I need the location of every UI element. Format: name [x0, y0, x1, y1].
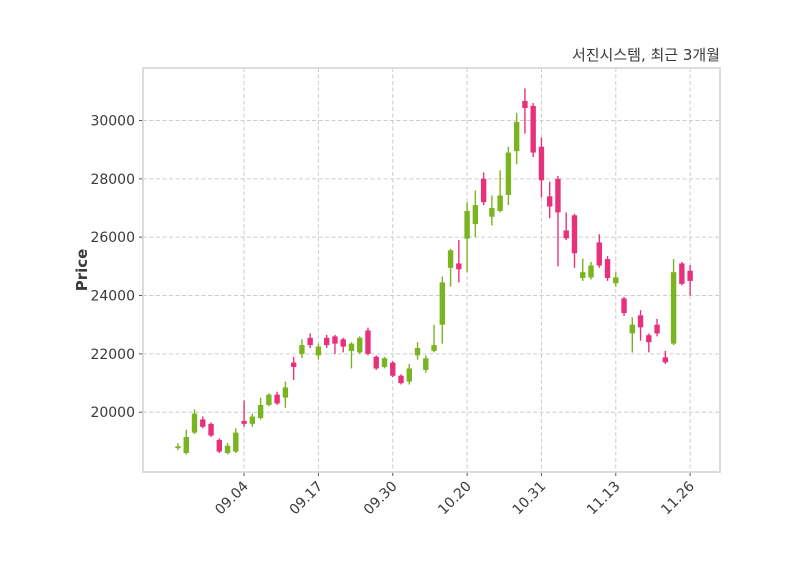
- candle-body: [464, 210, 470, 239]
- candle-body: [629, 324, 635, 334]
- candle-body: [687, 270, 693, 281]
- candle-body: [505, 152, 512, 195]
- candle-body: [323, 337, 330, 346]
- candle-body: [299, 345, 305, 354]
- candle-body: [290, 362, 297, 367]
- candle-body: [340, 339, 346, 347]
- x-tick-label: 10.20: [435, 479, 475, 519]
- candle-body: [282, 387, 289, 398]
- candle-body: [604, 259, 611, 279]
- candle-body: [431, 345, 437, 351]
- candle-body: [679, 263, 685, 284]
- x-tick-label: 11.13: [584, 479, 624, 519]
- candle-body: [555, 178, 561, 213]
- plot-border: [142, 67, 721, 473]
- candle-body: [439, 282, 446, 325]
- candle-body: [547, 196, 553, 207]
- candle-body: [175, 446, 181, 449]
- candle-body: [398, 375, 404, 384]
- candle-body: [241, 420, 247, 424]
- candle-body: [480, 178, 487, 203]
- candle-body: [191, 413, 198, 433]
- candle-body: [390, 362, 396, 376]
- y-tick-label: 30000: [90, 114, 135, 130]
- candle-body: [233, 432, 239, 452]
- candle-body: [489, 208, 495, 217]
- y-axis-label: Price: [73, 248, 91, 292]
- candle-body: [274, 394, 280, 404]
- candle-body: [266, 394, 272, 405]
- candle-body: [472, 205, 479, 225]
- y-tick-label: 24000: [90, 289, 135, 305]
- candle-body: [365, 330, 371, 354]
- candle-body: [456, 263, 462, 270]
- candle-body: [580, 272, 586, 279]
- candle-body: [373, 356, 379, 369]
- candle-body: [447, 250, 454, 268]
- candle-body: [315, 346, 322, 356]
- candle-body: [406, 368, 412, 382]
- candle-body: [563, 230, 569, 239]
- candle-body: [224, 445, 231, 454]
- candle-body: [200, 419, 206, 427]
- candle-body: [613, 277, 619, 284]
- candle-body: [307, 337, 313, 346]
- candle-body: [596, 242, 602, 266]
- y-tick-label: 22000: [90, 347, 135, 363]
- x-tick-label: 10.31: [510, 479, 550, 519]
- x-tick-label: 09.17: [287, 479, 327, 519]
- x-tick-label: 11.26: [658, 478, 698, 518]
- candle-body: [208, 423, 214, 436]
- candle-body: [588, 265, 594, 278]
- chart-title: 서진시스템, 최근 3개월: [571, 46, 720, 64]
- candle-body: [257, 404, 264, 419]
- y-tick-label: 26000: [90, 230, 135, 246]
- candle-body: [414, 348, 421, 356]
- y-tick-label: 20000: [90, 405, 135, 421]
- candle-body: [530, 105, 536, 153]
- candle-body: [513, 121, 520, 152]
- y-tick-label: 28000: [90, 172, 135, 188]
- candle-body: [670, 272, 677, 344]
- candle-body: [621, 298, 627, 314]
- candle-body: [216, 439, 222, 452]
- candle-body: [571, 215, 578, 254]
- x-tick-label: 09.30: [361, 479, 401, 519]
- candle-body: [423, 358, 429, 370]
- candle-body: [522, 100, 528, 108]
- candle-body: [538, 146, 545, 181]
- candle-body: [662, 357, 669, 363]
- candle-body: [348, 343, 355, 351]
- candle-body: [183, 436, 189, 454]
- candle-body: [646, 335, 652, 343]
- candle-body: [249, 416, 256, 424]
- candle-body: [637, 315, 644, 328]
- candle-body: [654, 324, 660, 334]
- candle-body: [357, 337, 363, 353]
- candle-body: [381, 358, 388, 367]
- x-tick-label: 09.04: [212, 478, 252, 518]
- candle-body: [332, 336, 338, 344]
- candle-body: [497, 195, 503, 211]
